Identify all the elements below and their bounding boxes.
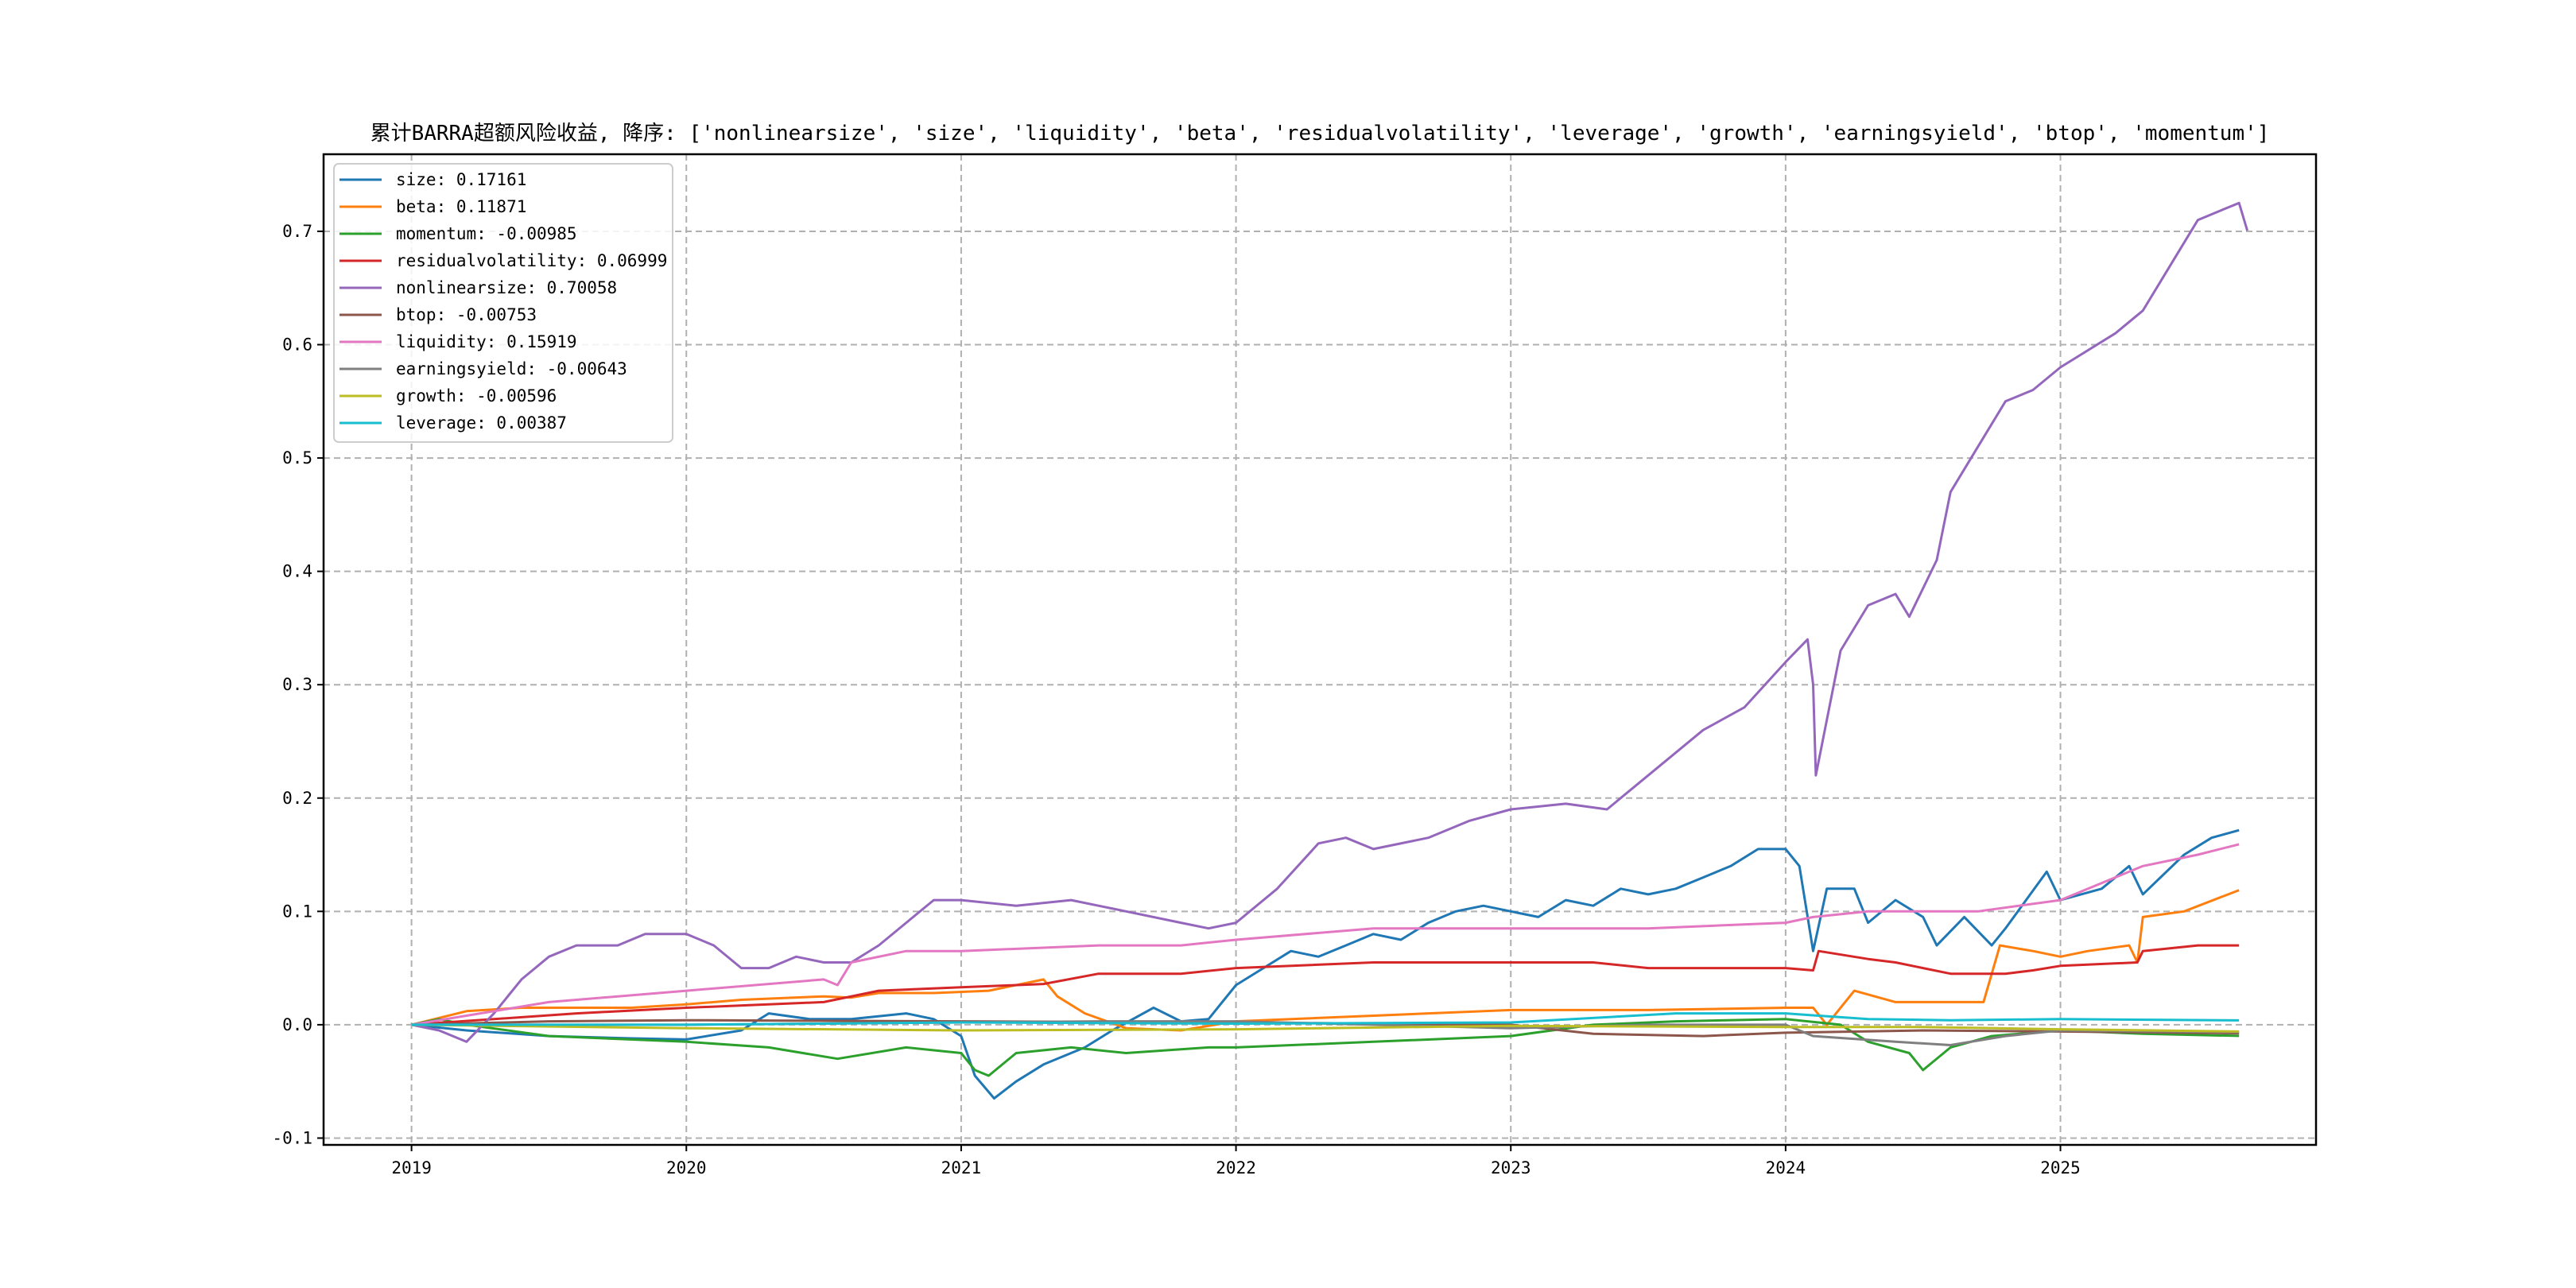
series-line-residualvolatility [411, 944, 2240, 1026]
x-tick-label: 2020 [666, 1158, 707, 1177]
y-tick-label: 0.3 [282, 675, 312, 694]
y-tick-label: 0.7 [282, 222, 312, 241]
x-tick-label: 2022 [1216, 1158, 1256, 1177]
x-tick-label: 2019 [391, 1158, 432, 1177]
legend-label-liquidity: liquidity: 0.15919 [396, 332, 577, 351]
legend-label-growth: growth: -0.00596 [396, 386, 557, 405]
y-tick-label: 0.0 [282, 1015, 312, 1034]
series-line-nonlinearsize [411, 201, 2249, 1043]
y-tick-label: 0.4 [282, 562, 312, 581]
series-line-beta [411, 889, 2240, 1032]
x-tick-label: 2025 [2040, 1158, 2081, 1177]
legend-label-earningsyield: earningsyield: -0.00643 [396, 359, 627, 378]
axes-frame [322, 153, 2318, 1146]
chart-title: 累计BARRA超额风险收益, 降序: ['nonlinearsize', 'si… [370, 122, 2270, 145]
legend-label-nonlinearsize: nonlinearsize: 0.70058 [396, 278, 617, 297]
series-line-leverage [411, 1012, 2240, 1026]
y-tick-label: 0.1 [282, 902, 312, 921]
x-tick-label: 2023 [1491, 1158, 1531, 1177]
legend-box [333, 163, 673, 443]
series-line-growth [411, 1023, 2240, 1033]
y-tick-label: 0.6 [282, 336, 312, 355]
series-line-momentum [411, 1018, 2240, 1077]
x-tick-label: 2024 [1766, 1158, 1806, 1177]
legend-label-momentum: momentum: -0.00985 [396, 224, 577, 243]
y-tick-label: 0.5 [282, 448, 312, 467]
series-line-size [411, 828, 2240, 1100]
series-lines [411, 201, 2249, 1100]
legend-label-beta: beta: 0.11871 [396, 197, 526, 216]
y-tick-label: 0.2 [282, 789, 312, 808]
legend: size: 0.17161 beta: 0.11871 momentum: -0.0… [333, 163, 673, 443]
legend-label-size: size: 0.17161 [396, 170, 526, 189]
series-line-btop [411, 1018, 2240, 1038]
legend-label-leverage: leverage: 0.00387 [396, 413, 567, 433]
axis-ticks: 2019 2020 2021 2022 2023 2024 2025 -0.1 0.0 0.1 0.… [272, 222, 2080, 1177]
series-line-liquidity [411, 843, 2240, 1026]
x-tick-label: 2021 [941, 1158, 982, 1177]
legend-label-residualvolatility: residualvolatility: 0.06999 [396, 251, 667, 270]
legend-label-btop: btop: -0.00753 [396, 305, 537, 324]
y-tick-label: -0.1 [272, 1128, 312, 1147]
